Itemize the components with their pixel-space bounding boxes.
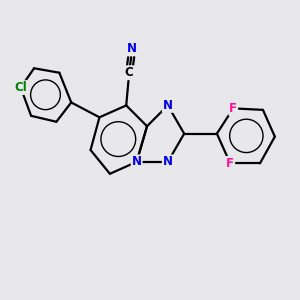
Text: N: N [163, 155, 173, 168]
Text: F: F [229, 102, 237, 115]
Text: Cl: Cl [14, 81, 27, 94]
Text: N: N [132, 155, 142, 168]
Text: C: C [125, 66, 134, 79]
Text: N: N [127, 42, 137, 56]
Text: N: N [163, 99, 173, 112]
Text: F: F [226, 157, 234, 170]
